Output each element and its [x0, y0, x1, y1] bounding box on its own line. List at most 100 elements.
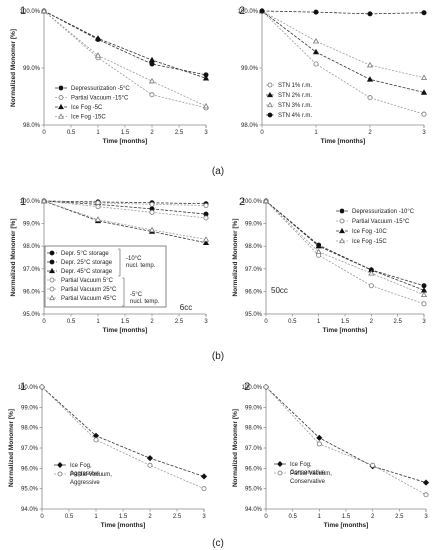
data-point	[313, 9, 319, 15]
x-tick-label: 0	[42, 319, 46, 325]
legend-label: Partial Vacuum 25°C	[61, 287, 117, 293]
data-point	[366, 61, 374, 68]
data-point	[202, 236, 210, 242]
legend-marker	[58, 103, 64, 110]
panel-label: 2	[244, 381, 250, 393]
x-tick-label: 1.5	[121, 319, 130, 325]
legend-marker	[267, 82, 273, 88]
data-point	[422, 479, 430, 486]
chart-c2: 94.0% 95.0% 96.0% 97.0% 98.0% 99.0% 100.0% 0 0.5…	[232, 381, 430, 529]
y-tick-label: 99.0%	[23, 66, 41, 72]
caption-b: (b)	[212, 351, 224, 362]
legend-marker	[58, 95, 64, 100]
legend-marker	[49, 267, 55, 274]
legend-marker	[58, 85, 64, 91]
legend-label: Aggressive	[70, 471, 100, 477]
x-tick-label: 0.5	[65, 514, 74, 520]
y-tick-label: 99.0%	[241, 66, 259, 72]
series-line	[265, 200, 425, 287]
series-line	[43, 10, 207, 76]
legend-label: Depr. 5°C storage	[61, 251, 109, 257]
legend-group-label: -10°C	[126, 256, 142, 262]
x-tick-label: 1.5	[119, 514, 128, 520]
legend-marker	[339, 218, 345, 224]
x-tick-label: 3	[202, 514, 206, 520]
legend-marker	[277, 461, 283, 467]
legend-label: Depr. 45°C storage	[61, 269, 113, 275]
x-tick-label: 0	[260, 130, 264, 136]
x-tick-label: 2.5	[173, 514, 182, 520]
y-tick-label: 96.0%	[21, 466, 39, 472]
legend-marker	[57, 462, 63, 468]
legend-marker	[277, 470, 283, 476]
data-point	[149, 61, 155, 67]
x-axis-label: Time [months]	[103, 138, 148, 145]
legend-marker	[49, 286, 55, 292]
y-tick-label: 97.0%	[23, 267, 41, 273]
data-point	[149, 92, 155, 98]
legend-label: Partial Vacuum -15°C	[71, 96, 129, 102]
x-tick-label: 2	[148, 514, 152, 520]
chart-b2: 95.0% 96.0% 97.0% 98.0% 99.0% 100.0% 0 0.5 1 1.5 2…	[232, 196, 428, 334]
data-point	[368, 270, 375, 276]
panel-label: 1	[20, 196, 26, 208]
data-point	[420, 89, 428, 95]
panel-annotation: 6cc	[180, 303, 192, 312]
series-line	[43, 10, 207, 109]
data-point	[421, 10, 427, 16]
legend-label: STN 3% r.m.	[278, 103, 312, 109]
x-tick-label: 0	[264, 514, 268, 520]
y-tick-label: 95.0%	[245, 487, 263, 493]
y-tick-label: 97.0%	[21, 446, 39, 452]
x-tick-label: 0	[42, 130, 46, 136]
x-tick-label: 2	[150, 319, 154, 325]
data-point	[315, 248, 322, 255]
legend-label: Depressurization -10°C	[352, 209, 415, 215]
panel-label: 2	[239, 196, 245, 208]
legend-label: STN 2% r.m.	[278, 93, 312, 99]
y-axis-label: Normalized Monomer [%]	[8, 409, 15, 487]
chart-b1: 95.0% 96.0% 97.0% 98.0% 99.0% 100.0% 0 0.5 1 1.5 2…	[10, 196, 210, 334]
legend-label: Partial Vacuum 45°C	[61, 296, 117, 302]
data-point	[203, 203, 209, 209]
data-point	[146, 455, 154, 462]
y-tick-label: 100.0%	[242, 385, 263, 391]
y-tick-label: 94.0%	[21, 507, 39, 513]
legend-group-label: -5°C	[130, 292, 143, 298]
x-tick-label: 1	[96, 130, 100, 136]
data-point	[148, 77, 156, 84]
data-point	[148, 56, 156, 63]
data-point	[312, 48, 320, 55]
data-point	[94, 216, 102, 222]
data-point	[367, 95, 373, 101]
series-line	[43, 200, 207, 244]
x-tick-label: 0.5	[288, 319, 297, 325]
data-point	[147, 462, 153, 468]
data-point	[313, 61, 319, 67]
data-point	[39, 384, 45, 390]
panel-label: 1	[20, 5, 26, 17]
y-tick-label: 98.0%	[245, 244, 263, 250]
data-point	[40, 197, 48, 204]
series-line	[265, 386, 427, 496]
series-line	[43, 10, 207, 107]
legend-label: STN 4% r.m.	[278, 113, 312, 119]
x-axis-label: Time [months]	[101, 522, 146, 529]
legend-label: Conservative	[290, 470, 326, 476]
data-point	[316, 441, 322, 447]
legend-label: Ice Fog -15C	[71, 115, 106, 121]
series-line	[43, 200, 207, 205]
panel-annotation: 50cc	[271, 286, 288, 295]
y-tick-label: 100.0%	[18, 385, 39, 391]
x-tick-label: 2.5	[175, 130, 184, 136]
x-tick-label: 0.5	[67, 319, 76, 325]
panel-label: 1	[20, 381, 26, 393]
x-tick-label: 2	[371, 514, 375, 520]
y-tick-label: 94.0%	[245, 507, 263, 513]
legend-label: Depressurization -5°C	[71, 86, 130, 92]
y-tick-label: 100.0%	[238, 9, 259, 15]
series-line	[41, 386, 205, 477]
legend-marker	[267, 101, 273, 108]
x-tick-label: 1	[318, 514, 322, 520]
